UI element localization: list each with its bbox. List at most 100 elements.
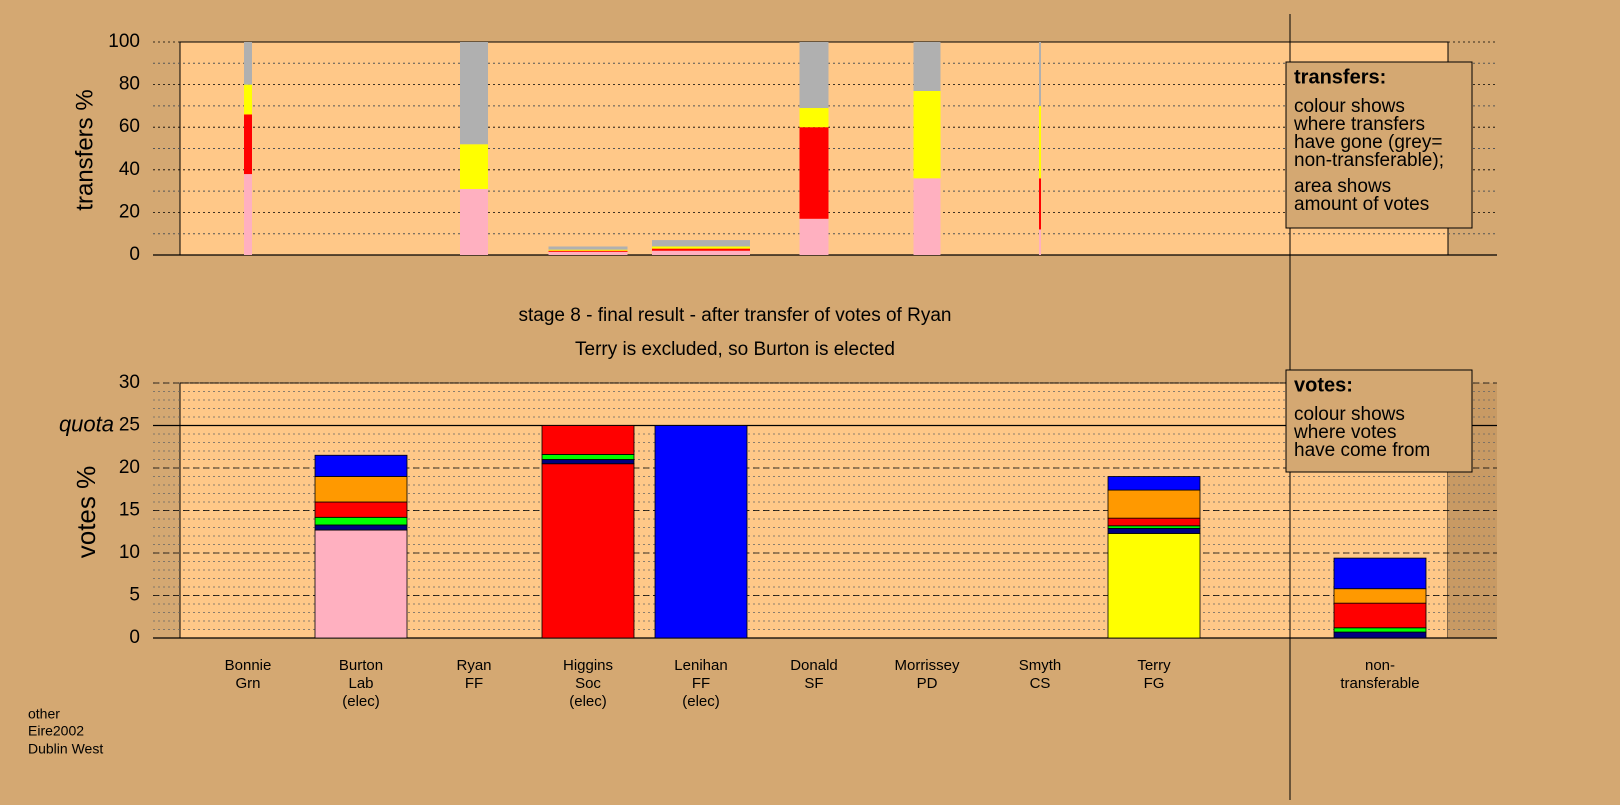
bar-segment (799, 127, 829, 219)
subtitle: Terry is excluded, so Burton is elected (575, 339, 895, 360)
bar-segment (548, 246, 628, 250)
bar-segment (541, 459, 635, 465)
y-tick-label: 40 (119, 159, 140, 180)
footer: Dublin West (28, 741, 103, 757)
bar-segment (548, 250, 628, 252)
x-tick-label: Ryan (456, 657, 491, 674)
y-axis-title: votes % (71, 466, 101, 559)
legend-text: where transfers (1293, 114, 1425, 135)
bar-segment (314, 529, 408, 639)
y-axis-title: transfers % (71, 89, 98, 210)
x-tick-label: transferable (1340, 675, 1419, 692)
x-tick-label: Morrissey (894, 657, 960, 674)
quota-label: quota (59, 411, 114, 436)
bar-segment (1039, 105, 1041, 179)
x-tick-label: Lab (348, 675, 373, 692)
x-tick-label: Terry (1137, 657, 1171, 674)
legend-text: colour shows (1294, 96, 1405, 117)
legend-text: non-transferable); (1294, 150, 1444, 171)
x-tick-label: Lenihan (674, 657, 727, 674)
legend-text: where votes (1293, 422, 1396, 443)
x-tick-label: CS (1030, 675, 1051, 692)
bar-segment (1107, 489, 1201, 519)
x-tick-label: Smyth (1019, 657, 1062, 674)
bar-segment (314, 524, 408, 531)
x-tick-label: PD (917, 675, 938, 692)
legend-box (1285, 369, 1473, 473)
legend-text: have gone (grey= (1294, 132, 1442, 153)
x-tick-label: Burton (339, 657, 383, 674)
bar-segment (652, 250, 750, 255)
bar-segment (652, 248, 750, 251)
bar-segment (1039, 229, 1041, 255)
x-tick-label: FF (692, 675, 710, 692)
bar-segment (244, 174, 252, 255)
bar-segment (652, 246, 750, 249)
legend-text: area shows (1294, 176, 1391, 197)
bar-segment (1333, 627, 1427, 633)
bar-segment (1333, 588, 1427, 604)
bar-segment (314, 501, 408, 518)
y-tick-label: 5 (129, 585, 140, 606)
bar-segment (799, 42, 829, 109)
y-tick-label: 100 (108, 31, 140, 52)
bar-segment (1107, 533, 1201, 639)
y-tick-label: 80 (119, 74, 140, 95)
bar-segment (314, 516, 408, 526)
bar-segment (1107, 517, 1201, 527)
y-tick-label: 0 (129, 627, 140, 648)
legend-title: votes: (1294, 374, 1353, 396)
legend-text: amount of votes (1294, 194, 1429, 215)
bar-segment (460, 42, 488, 145)
x-tick-label: (elec) (682, 693, 720, 710)
bar-segment (1333, 631, 1427, 639)
x-tick-label: Higgins (563, 657, 613, 674)
footer: Eire2002 (28, 723, 84, 739)
bar-segment (548, 251, 628, 255)
footer: other (28, 706, 60, 722)
bar-segment (799, 108, 829, 128)
x-tick-label: Bonnie (225, 657, 272, 674)
bar-segment (1333, 602, 1427, 629)
bar-segment (460, 188, 488, 255)
legend-title: transfers: (1294, 66, 1386, 88)
bar-segment (652, 240, 750, 247)
bar-segment (541, 453, 635, 460)
legend-text: colour shows (1294, 404, 1405, 425)
x-tick-label: (elec) (342, 693, 380, 710)
bar-segment (1039, 42, 1041, 106)
bar-segment (314, 454, 408, 477)
y-tick-label: 60 (119, 116, 140, 137)
bar-segment (654, 425, 748, 639)
bar-segment (244, 42, 252, 85)
bar-segment (548, 249, 628, 251)
bar-segment (1039, 178, 1041, 230)
bar-segment (244, 84, 252, 115)
title: stage 8 - final result - after transfer … (519, 305, 952, 326)
x-tick-label: FG (1144, 675, 1165, 692)
x-tick-label: Soc (575, 675, 601, 692)
y-tick-label: 25 (119, 415, 140, 436)
bar-segment (913, 90, 941, 179)
x-tick-label: (elec) (569, 693, 607, 710)
bar-segment (913, 178, 941, 255)
bar-segment (799, 218, 829, 255)
legend-text: have come from (1294, 440, 1430, 461)
y-tick-label: 10 (119, 542, 140, 563)
bar-segment (314, 476, 408, 503)
bar-segment (460, 144, 488, 189)
bar-segment (244, 114, 252, 175)
x-tick-label: FF (465, 675, 483, 692)
x-tick-label: Donald (790, 657, 838, 674)
y-tick-label: 20 (119, 457, 140, 478)
bar-segment (541, 463, 635, 639)
y-tick-label: 30 (119, 372, 140, 393)
legend-box (1285, 61, 1473, 229)
y-tick-label: 20 (119, 201, 140, 222)
x-tick-label: non- (1365, 657, 1395, 674)
bar-segment (913, 42, 941, 91)
bar-segment (1107, 527, 1201, 534)
y-tick-label: 0 (129, 244, 140, 265)
